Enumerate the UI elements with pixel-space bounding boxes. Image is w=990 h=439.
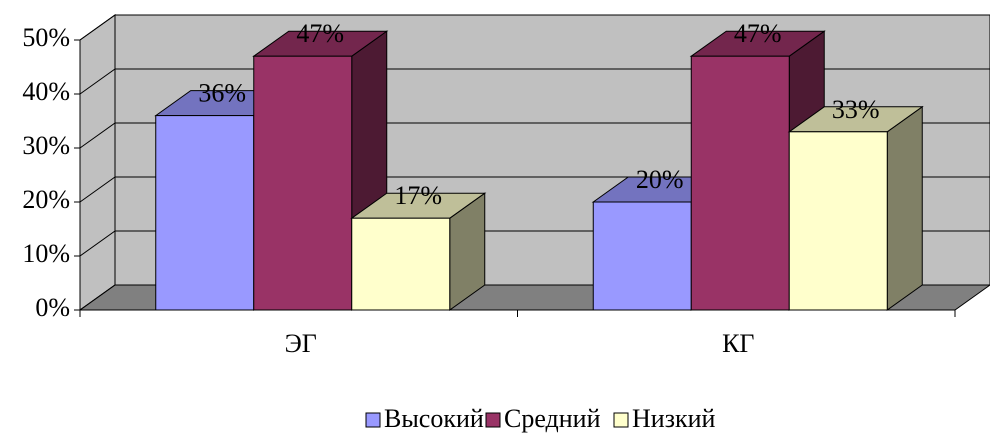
side-wall [79, 14, 116, 311]
bar [155, 115, 255, 311]
legend-swatch [485, 412, 501, 428]
bar [690, 55, 790, 311]
bar-side [886, 105, 923, 311]
value-label: 47% [734, 19, 782, 48]
y-tick-label: 20% [22, 185, 70, 214]
y-tick-label: 50% [22, 23, 70, 52]
legend-label: Низкий [632, 404, 716, 433]
value-label: 20% [636, 165, 684, 194]
x-tick-label: ЭГ [285, 329, 317, 358]
legend-swatch [613, 412, 629, 428]
legend-swatch [365, 412, 381, 428]
y-tick-label: 40% [22, 77, 70, 106]
y-tick-label: 30% [22, 131, 70, 160]
value-label: 17% [394, 181, 442, 210]
value-label: 47% [296, 19, 344, 48]
bar [351, 217, 451, 311]
grid-line [79, 14, 990, 41]
y-tick-label: 10% [22, 239, 70, 268]
value-label: 36% [198, 79, 246, 108]
bar [788, 131, 888, 311]
value-label: 33% [832, 95, 880, 124]
legend-label: Высокий [384, 404, 484, 433]
legend-label: Средний [504, 404, 601, 433]
bar [253, 55, 353, 311]
y-tick-label: 0% [35, 293, 70, 322]
bar [592, 201, 692, 311]
x-tick-label: КГ [722, 329, 754, 358]
